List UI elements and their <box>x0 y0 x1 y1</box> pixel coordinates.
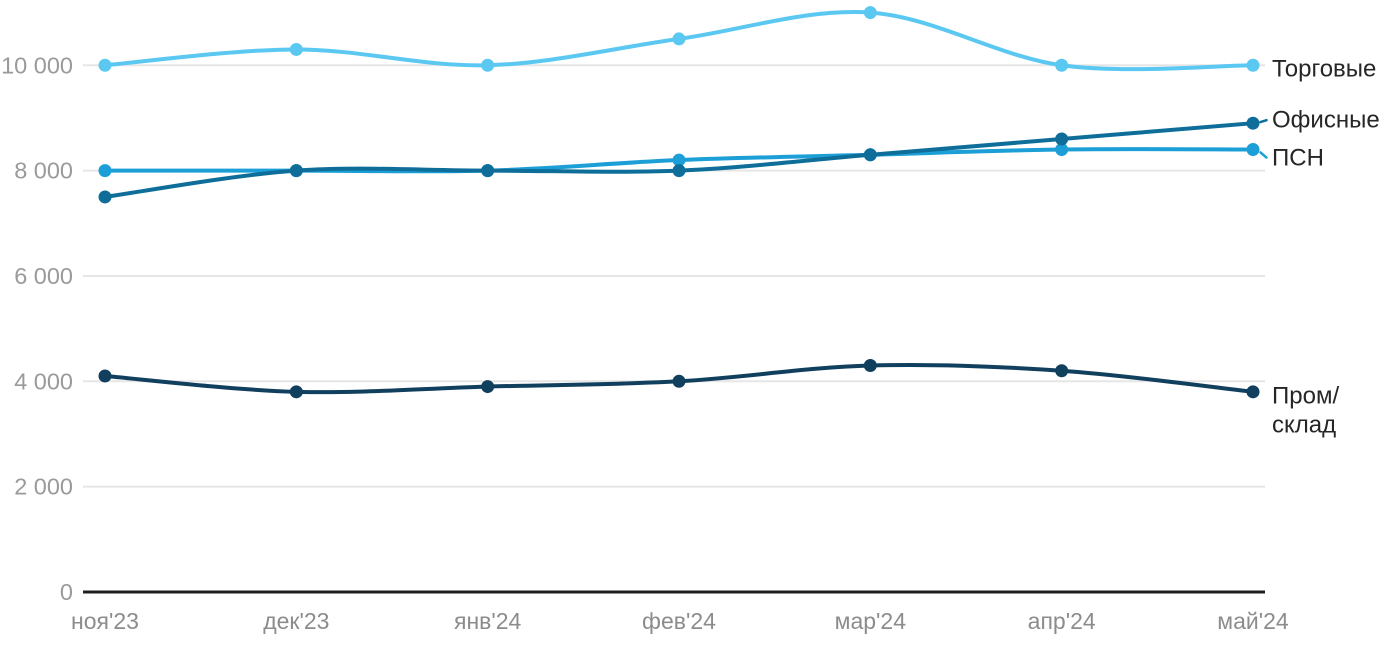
series-0-point-апр'24[interactable] <box>1055 58 1069 72</box>
series-3-label: Пром/ <box>1272 383 1339 410</box>
series-2-point-ноя'23[interactable] <box>98 164 112 178</box>
series-1-point-май'24[interactable] <box>1246 116 1260 130</box>
series-2-point-фев'24[interactable] <box>672 153 686 167</box>
series-3-point-дек'23[interactable] <box>289 385 303 399</box>
y-axis-tick-label: 2 000 <box>14 474 73 500</box>
series-0-point-ноя'23[interactable] <box>98 58 112 72</box>
series-3-point-мар'24[interactable] <box>863 358 877 372</box>
x-axis-tick-label: фев'24 <box>642 608 716 634</box>
series-2-label: ПСН <box>1272 145 1324 172</box>
series-1-label-connector <box>1259 118 1268 124</box>
series-0-point-янв'24[interactable] <box>481 58 495 72</box>
series-2-label-connector <box>1259 151 1268 159</box>
series-0-point-мар'24[interactable] <box>863 6 877 20</box>
y-axis-tick-label: 0 <box>60 579 73 605</box>
series-3-label: склад <box>1272 412 1336 439</box>
y-axis-tick-label: 8 000 <box>14 158 73 184</box>
series-1-point-мар'24[interactable] <box>863 148 877 162</box>
x-axis-tick-label: май'24 <box>1217 608 1289 634</box>
series-3-point-фев'24[interactable] <box>672 374 686 388</box>
series-3-point-ноя'23[interactable] <box>98 369 112 383</box>
y-axis-tick-label: 10 000 <box>1 52 73 78</box>
series-0-point-дек'23[interactable] <box>289 42 303 56</box>
series-2-point-май'24[interactable] <box>1246 143 1260 157</box>
series-1-point-апр'24[interactable] <box>1055 132 1069 146</box>
y-axis-tick-label: 6 000 <box>14 263 73 289</box>
series-0-point-фев'24[interactable] <box>672 32 686 46</box>
series-1-point-дек'23[interactable] <box>289 164 303 178</box>
series-2-point-апр'24[interactable] <box>1055 143 1069 157</box>
x-axis-tick-label: апр'24 <box>1028 608 1096 634</box>
series-1-point-фев'24[interactable] <box>672 164 686 178</box>
x-axis-tick-label: мар'24 <box>835 608 907 634</box>
series-1-point-ноя'23[interactable] <box>98 190 112 204</box>
series-3-point-апр'24[interactable] <box>1055 364 1069 378</box>
series-3-point-янв'24[interactable] <box>481 380 495 394</box>
x-axis-tick-label: янв'24 <box>454 608 522 634</box>
series-3-point-май'24[interactable] <box>1246 385 1260 399</box>
series-1-label: Офисные <box>1272 107 1380 134</box>
x-axis-tick-label: ноя'23 <box>71 608 139 634</box>
series-0-point-май'24[interactable] <box>1246 58 1260 72</box>
series-1-point-янв'24[interactable] <box>481 164 495 178</box>
x-axis-tick-label: дек'23 <box>263 608 329 634</box>
y-axis-tick-label: 4 000 <box>14 368 73 394</box>
series-0-label: Торговые <box>1272 56 1376 83</box>
